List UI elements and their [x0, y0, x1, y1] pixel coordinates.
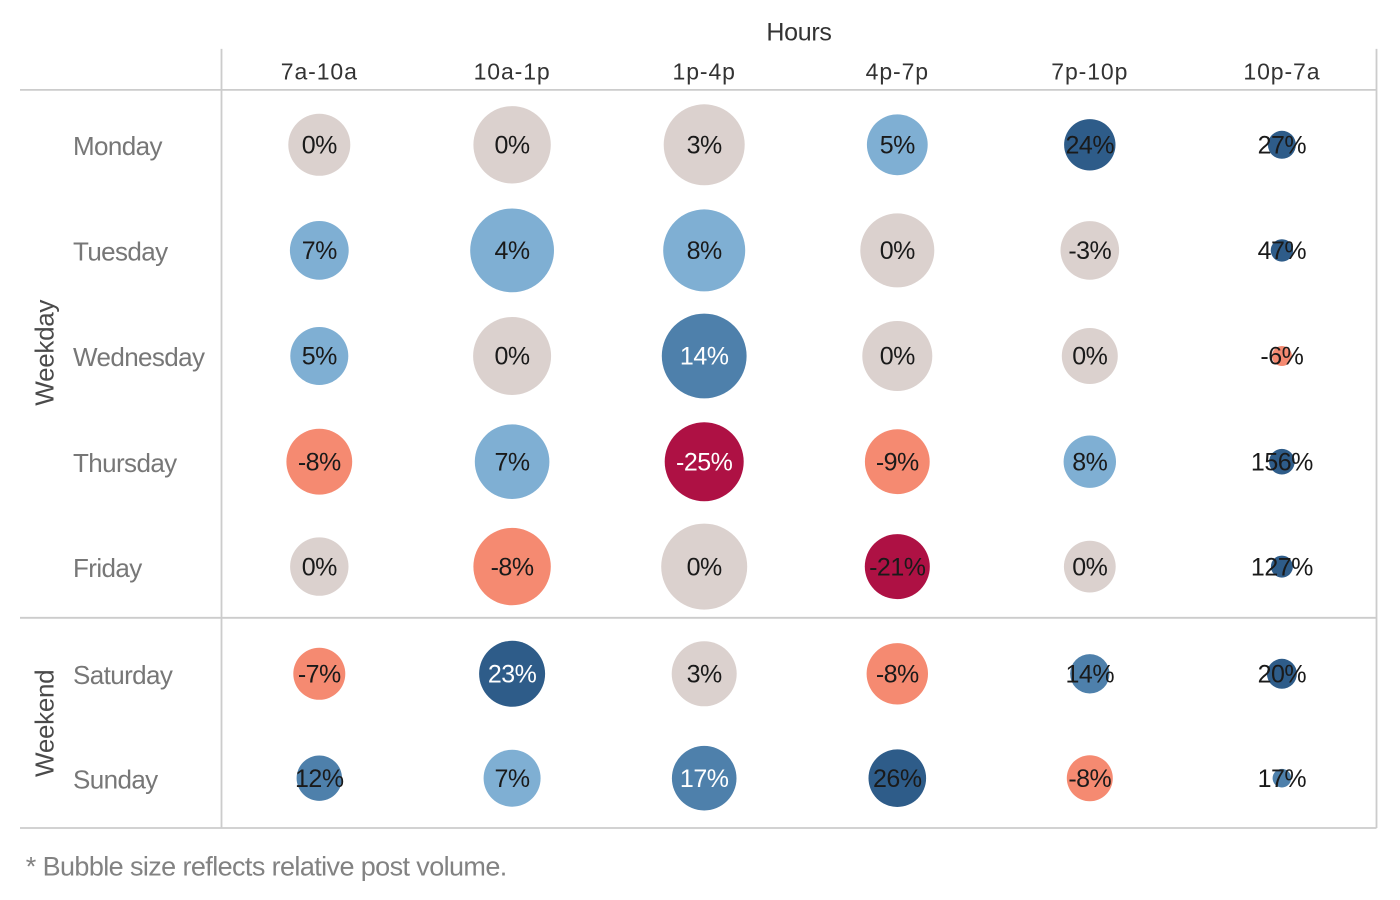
svg-text:7p-10p: 7p-10p — [1051, 59, 1128, 85]
svg-text:Saturday: Saturday — [73, 660, 173, 690]
svg-text:8%: 8% — [687, 237, 722, 265]
svg-text:0%: 0% — [1072, 553, 1107, 581]
svg-text:-25%: -25% — [676, 448, 733, 476]
svg-text:24%: 24% — [1066, 132, 1115, 160]
svg-text:0%: 0% — [880, 237, 915, 265]
svg-text:-9%: -9% — [876, 448, 919, 476]
svg-text:-6%: -6% — [1260, 343, 1303, 371]
svg-text:0%: 0% — [880, 343, 915, 371]
svg-text:Friday: Friday — [73, 553, 142, 583]
svg-text:0%: 0% — [302, 553, 337, 581]
svg-text:-8%: -8% — [1068, 765, 1111, 793]
svg-text:7%: 7% — [495, 765, 530, 793]
svg-text:14%: 14% — [680, 343, 729, 371]
svg-text:17%: 17% — [680, 765, 729, 793]
svg-text:Weekend: Weekend — [30, 670, 60, 777]
svg-text:Tuesday: Tuesday — [73, 237, 168, 267]
svg-text:156%: 156% — [1251, 448, 1313, 476]
svg-text:0%: 0% — [495, 132, 530, 160]
svg-text:Weekday: Weekday — [30, 300, 60, 406]
svg-text:12%: 12% — [295, 765, 344, 793]
svg-text:Monday: Monday — [73, 131, 162, 161]
svg-text:* Bubble size reflects relativ: * Bubble size reflects relative post vol… — [26, 851, 507, 881]
svg-text:14%: 14% — [1066, 661, 1115, 689]
svg-text:3%: 3% — [687, 132, 722, 160]
svg-text:-8%: -8% — [491, 553, 534, 581]
svg-text:10a-1p: 10a-1p — [474, 59, 551, 85]
svg-text:-8%: -8% — [876, 661, 919, 689]
svg-text:Wednesday: Wednesday — [73, 342, 205, 372]
svg-text:23%: 23% — [488, 661, 537, 689]
svg-text:17%: 17% — [1258, 765, 1307, 793]
svg-text:0%: 0% — [302, 132, 337, 160]
svg-text:47%: 47% — [1258, 237, 1307, 265]
svg-text:7%: 7% — [302, 237, 337, 265]
svg-text:4%: 4% — [495, 237, 530, 265]
svg-text:27%: 27% — [1258, 132, 1307, 160]
svg-text:20%: 20% — [1258, 661, 1307, 689]
svg-text:5%: 5% — [302, 343, 337, 371]
svg-text:8%: 8% — [1072, 448, 1107, 476]
svg-text:3%: 3% — [687, 661, 722, 689]
svg-text:Hours: Hours — [766, 18, 831, 46]
svg-text:5%: 5% — [880, 132, 915, 160]
svg-text:-21%: -21% — [869, 553, 926, 581]
svg-text:Thursday: Thursday — [73, 448, 177, 478]
svg-text:0%: 0% — [1072, 343, 1107, 371]
svg-text:-8%: -8% — [298, 448, 341, 476]
svg-text:26%: 26% — [873, 765, 922, 793]
svg-text:7%: 7% — [495, 448, 530, 476]
svg-text:0%: 0% — [495, 343, 530, 371]
svg-text:-3%: -3% — [1068, 237, 1111, 265]
svg-text:-7%: -7% — [298, 661, 341, 689]
svg-text:Sunday: Sunday — [73, 764, 158, 794]
svg-text:127%: 127% — [1251, 553, 1313, 581]
svg-text:10p-7a: 10p-7a — [1243, 59, 1320, 85]
svg-text:4p-7p: 4p-7p — [866, 59, 929, 85]
svg-text:0%: 0% — [687, 553, 722, 581]
svg-text:1p-4p: 1p-4p — [673, 59, 736, 85]
svg-text:7a-10a: 7a-10a — [281, 59, 358, 85]
